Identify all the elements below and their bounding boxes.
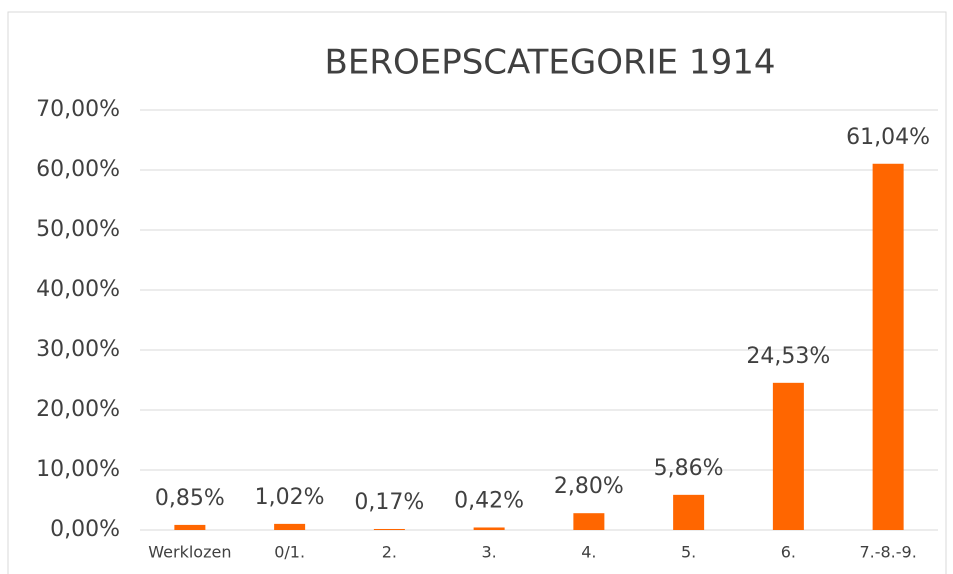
y-tick-label: 40,00% bbox=[36, 277, 120, 302]
value-label: 0,42% bbox=[454, 488, 524, 513]
y-tick-label: 50,00% bbox=[36, 217, 120, 242]
x-tick-label: 5. bbox=[681, 543, 696, 562]
x-tick-label: Werklozen bbox=[148, 543, 231, 562]
y-tick-label: 70,00% bbox=[36, 97, 120, 122]
x-tick-label: 6. bbox=[781, 543, 796, 562]
bar bbox=[872, 163, 904, 530]
x-tick-label: 4. bbox=[581, 543, 596, 562]
y-tick-label: 20,00% bbox=[36, 397, 120, 422]
value-label: 5,86% bbox=[654, 456, 724, 481]
x-tick-label: 7.-8.-9. bbox=[859, 543, 916, 562]
bar bbox=[673, 494, 705, 530]
y-tick-label: 0,00% bbox=[50, 517, 120, 542]
bar bbox=[473, 527, 505, 530]
value-label: 2,80% bbox=[554, 474, 624, 499]
bar bbox=[373, 528, 405, 530]
x-tick-label: 3. bbox=[481, 543, 496, 562]
chart-title: BEROEPSCATEGORIE 1914 bbox=[325, 43, 776, 83]
bar bbox=[772, 382, 804, 530]
value-label: 1,02% bbox=[255, 485, 325, 510]
y-tick-label: 30,00% bbox=[36, 337, 120, 362]
bar bbox=[274, 523, 306, 530]
x-tick-label: 0/1. bbox=[274, 543, 305, 562]
bar bbox=[174, 524, 206, 530]
y-tick-label: 60,00% bbox=[36, 157, 120, 182]
value-label: 24,53% bbox=[746, 344, 830, 369]
y-tick-label: 10,00% bbox=[36, 457, 120, 482]
bar bbox=[573, 513, 605, 530]
value-label: 0,85% bbox=[155, 486, 225, 511]
value-label: 61,04% bbox=[846, 125, 930, 150]
value-label: 0,17% bbox=[354, 490, 424, 515]
x-tick-label: 2. bbox=[382, 543, 397, 562]
